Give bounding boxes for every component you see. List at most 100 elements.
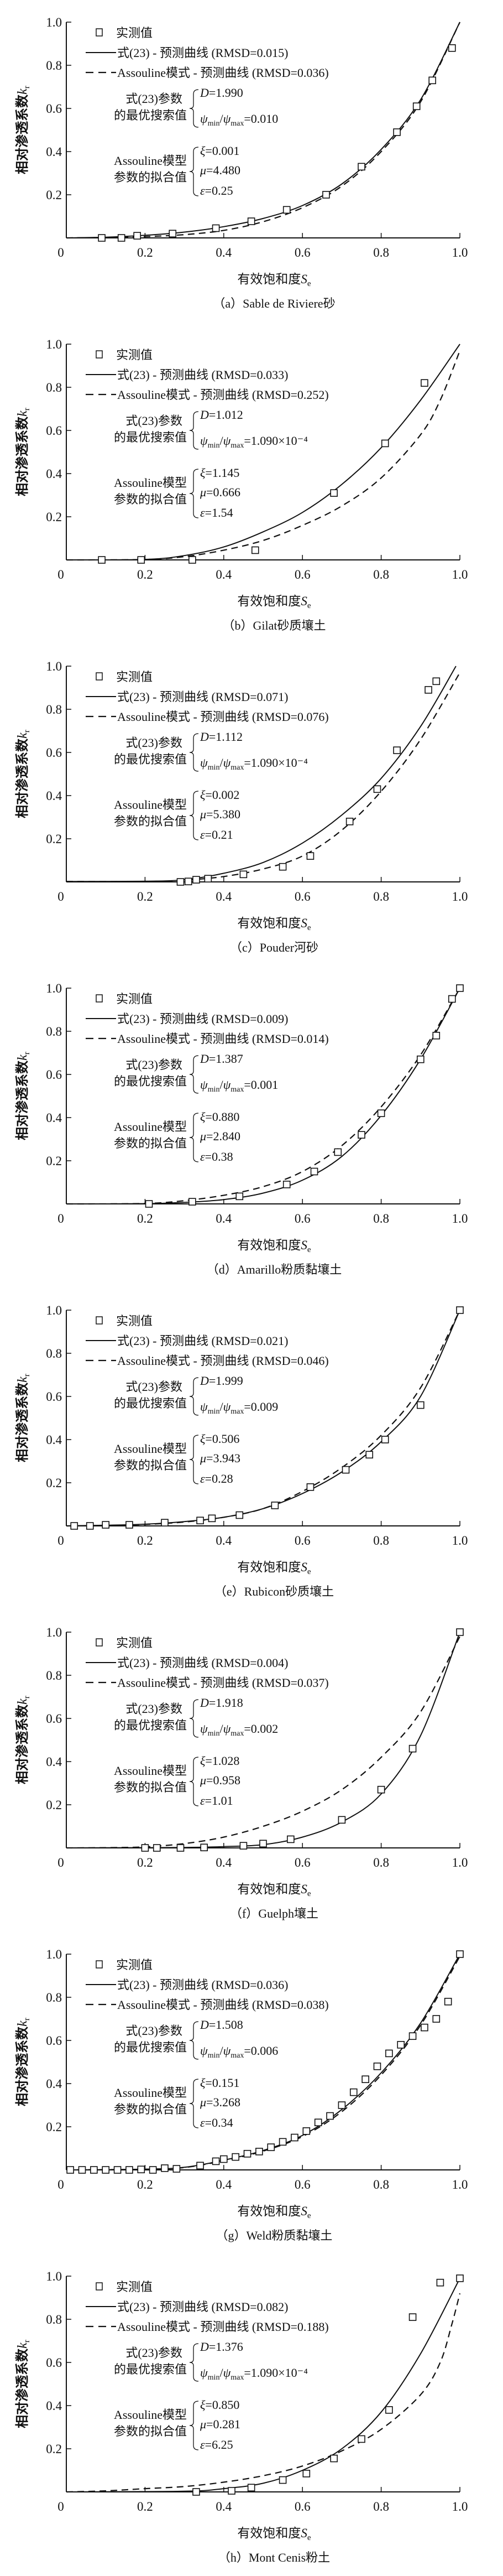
- x-tick-label: 0.4: [216, 1856, 232, 1869]
- measured-point: [125, 1521, 133, 1529]
- param-mu-value: =4.480: [206, 163, 240, 177]
- y-tick-label: 0.4: [46, 1433, 62, 1447]
- x-tick-label: 0.8: [373, 890, 389, 903]
- param-epsilon-value: =1.54: [205, 506, 233, 520]
- measured-point: [436, 2278, 444, 2287]
- y-tick-label: 0.8: [46, 381, 62, 394]
- y-tick-label: 0.6: [46, 1068, 62, 1082]
- assouline-params-label-1: Assouline模型: [114, 154, 187, 168]
- assouline-params-label-2: 参数的拟合值: [114, 2102, 187, 2116]
- brace-icon: [189, 2021, 199, 2060]
- x-tick-label: 0.4: [216, 2500, 232, 2513]
- x-axis-subscript: e: [307, 2533, 311, 2542]
- x-axis-symbol: S: [301, 272, 307, 286]
- y-tick-label: 0.6: [46, 1712, 62, 1726]
- measured-point: [90, 2166, 98, 2174]
- measured-point: [78, 2166, 86, 2174]
- slash: /: [219, 756, 223, 770]
- legend-assouline-label: Assouline模式 - 预测曲线 (RMSD=0.076): [117, 710, 329, 724]
- legend-measured-marker: [96, 1960, 103, 1969]
- param-mu-symbol: μ: [200, 1773, 206, 1787]
- measured-point: [456, 1306, 464, 1314]
- x-tick-label: 0: [57, 246, 64, 259]
- y-axis-label: 相对渗透系数: [14, 1382, 30, 1462]
- param-psi-ratio: ψmin/ψmax=0.010: [200, 112, 278, 128]
- param-psi-ratio-value: =0.006: [244, 2044, 278, 2058]
- x-tick-label: 0.6: [295, 568, 311, 581]
- measured-point: [239, 870, 248, 879]
- y-axis-title: 相对渗透系数kr: [14, 86, 32, 174]
- measured-point: [176, 878, 185, 886]
- param-psi-ratio-value: =0.009: [244, 1400, 278, 1414]
- param-xi: ξ=0.002: [200, 788, 239, 802]
- measured-point: [196, 2162, 204, 2170]
- assouline-params-label-1: Assouline模型: [114, 2086, 187, 2100]
- measured-point: [102, 1521, 109, 1529]
- param-xi-symbol: ξ: [200, 1110, 206, 1124]
- measured-point: [208, 1514, 216, 1523]
- brace-icon: [189, 411, 199, 450]
- psi-symbol: ψ: [200, 434, 208, 448]
- psi-max-subscript: max: [230, 1086, 244, 1094]
- param-D: D=1.112: [200, 730, 243, 744]
- assouline-params-label-2: 参数的拟合值: [114, 814, 187, 828]
- eq23-params-label-2: 的最优搜索值: [114, 1718, 187, 1732]
- param-epsilon-value: =0.28: [205, 1472, 233, 1486]
- param-mu: μ=0.958: [200, 1773, 240, 1787]
- x-tick-label: 1.0: [452, 1212, 468, 1225]
- eq23-curve: [66, 344, 460, 561]
- y-tick-label: 0.2: [46, 510, 62, 524]
- legend-measured-label: 实测值: [116, 1958, 153, 1972]
- measured-point: [235, 1511, 244, 1519]
- measured-point: [282, 1181, 291, 1188]
- measured-point: [326, 2112, 334, 2120]
- measured-point: [416, 1055, 425, 1063]
- x-tick-label: 0.4: [216, 2178, 232, 2191]
- brace-icon: [189, 89, 199, 128]
- y-tick-label: 0.6: [46, 102, 62, 116]
- eq23-params-label-2: 的最优搜索值: [114, 1074, 187, 1088]
- legend-assouline-label: Assouline模式 - 预测曲线 (RMSD=0.037): [117, 1676, 329, 1690]
- measured-point: [408, 1744, 417, 1753]
- x-tick-label: 1.0: [452, 890, 468, 903]
- eq23-params-label-2: 的最优搜索值: [114, 108, 187, 122]
- assouline-params-label-1: Assouline模型: [114, 2408, 187, 2422]
- y-axis-label: 相对渗透系数: [14, 1704, 30, 1784]
- param-epsilon-symbol: ε: [200, 1150, 205, 1164]
- measured-point: [66, 2166, 74, 2174]
- measured-point: [358, 163, 365, 171]
- param-mu-value: =2.840: [206, 1129, 240, 1143]
- measured-point: [279, 2476, 287, 2484]
- y-tick-label: 0.8: [46, 1669, 62, 1682]
- param-D: D=1.508: [200, 2018, 243, 2032]
- y-tick-label: 0.6: [46, 2356, 62, 2370]
- psi-symbol: ψ: [223, 2366, 231, 2380]
- measured-point: [377, 1109, 385, 1118]
- x-tick-label: 0.6: [295, 2178, 311, 2191]
- assouline-params-label-2: 参数的拟合值: [114, 170, 187, 184]
- slash: /: [219, 1078, 223, 1092]
- param-D-value: =1.012: [209, 408, 243, 422]
- param-epsilon: ε=1.01: [200, 1794, 233, 1808]
- measured-point: [141, 1844, 149, 1852]
- assouline-curve: [66, 2293, 461, 2493]
- measured-point: [338, 1816, 346, 1824]
- y-tick-label: 1.0: [46, 2269, 62, 2283]
- x-axis-label: 有效饱和度: [237, 916, 301, 930]
- y-tick-label: 0.8: [46, 703, 62, 716]
- y-axis-title: 相对渗透系数kr: [14, 408, 32, 496]
- psi-max-subscript: max: [230, 2374, 244, 2382]
- param-epsilon: ε=0.21: [200, 828, 233, 842]
- param-xi-value: =1.028: [205, 1754, 239, 1768]
- psi-min-subscript: min: [208, 1730, 220, 1738]
- measured-point: [342, 1466, 350, 1474]
- y-tick-label: 1.0: [46, 1625, 62, 1639]
- measured-point: [192, 876, 200, 884]
- param-epsilon-symbol: ε: [200, 828, 205, 842]
- param-epsilon-value: =6.25: [205, 2438, 233, 2452]
- eq23-params-label-1: 式(23)参数: [125, 1702, 182, 1716]
- y-tick-label: 1.0: [46, 15, 62, 29]
- x-tick-label: 0.4: [216, 1534, 232, 1547]
- y-axis-symbol: k: [15, 1055, 30, 1061]
- legend-measured-marker: [96, 1638, 103, 1647]
